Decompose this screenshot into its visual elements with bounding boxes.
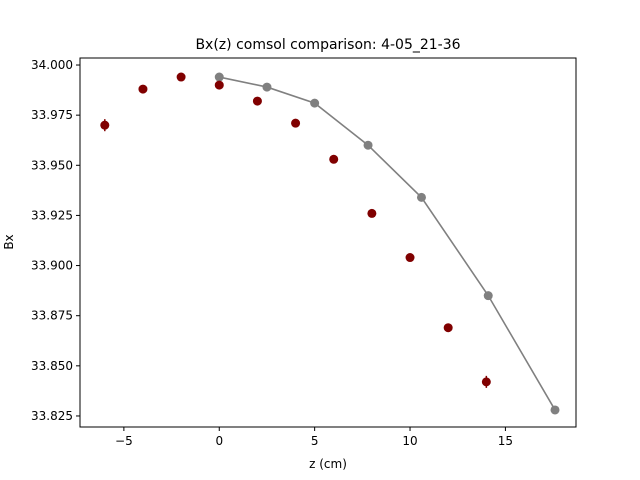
measured-point [443, 323, 453, 333]
x-tick-label: 15 [498, 434, 513, 448]
y-tick-label: 33.950 [31, 158, 73, 172]
measured-point [100, 120, 110, 130]
measured-point [291, 118, 301, 128]
y-tick-label: 33.825 [31, 409, 73, 423]
measured-point [405, 253, 415, 263]
x-tick-label: −5 [115, 434, 133, 448]
comsol-point [363, 140, 373, 150]
chart-title: Bx(z) comsol comparison: 4-05_21-36 [195, 37, 460, 53]
y-tick-label: 33.975 [31, 108, 73, 122]
comsol-point [550, 405, 560, 415]
measured-point [138, 84, 148, 94]
measured-point [176, 72, 186, 82]
x-axis-title: z (cm) [309, 457, 347, 471]
measured-point [481, 377, 491, 387]
y-axis-title: Bx [2, 234, 16, 249]
measured-point [214, 80, 224, 90]
axes-frame [79, 57, 577, 428]
y-tick-label: 33.850 [31, 359, 73, 373]
measured-point [329, 154, 339, 164]
comsol-point [483, 291, 493, 301]
x-tick-label: 0 [215, 434, 223, 448]
x-tick-label: 5 [311, 434, 319, 448]
comsol-point [262, 82, 272, 92]
plot-area [100, 72, 560, 415]
measured-point [367, 208, 377, 218]
y-tick-label: 33.900 [31, 259, 73, 273]
y-tick-label: 33.925 [31, 208, 73, 222]
comsol-point [214, 72, 224, 82]
measured-point [252, 96, 262, 106]
comsol-point [310, 98, 320, 108]
x-tick-label: 10 [402, 434, 417, 448]
y-tick-label: 34.000 [31, 58, 73, 72]
y-tick-label: 33.875 [31, 309, 73, 323]
comsol-point [416, 192, 426, 202]
